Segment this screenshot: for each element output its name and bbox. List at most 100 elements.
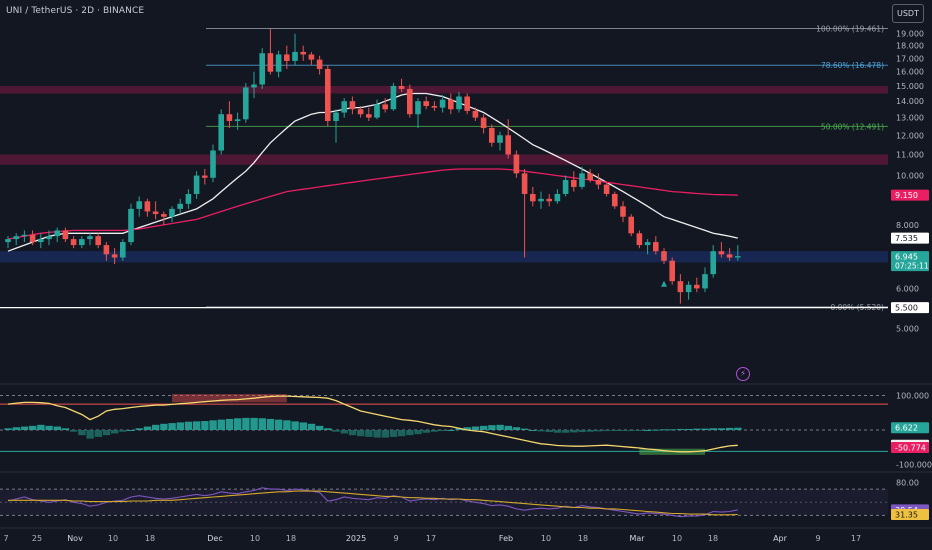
zone-band [0, 251, 888, 263]
price-label-box [891, 251, 929, 272]
candle-body [226, 114, 233, 122]
macd-price-label-box [891, 422, 929, 434]
macd-histogram-bar [480, 425, 488, 430]
macd-histogram-bar [37, 424, 45, 430]
macd-histogram-bar [627, 430, 635, 431]
macd-histogram-bar [447, 430, 455, 431]
candle-body [521, 173, 528, 194]
price-tick-label: 19.000 [896, 30, 924, 39]
candle-body [464, 96, 470, 111]
price-tick-label: 16.000 [896, 68, 924, 77]
macd-histogram-bar [586, 430, 594, 432]
macd-histogram-bar [693, 428, 701, 430]
macd-histogram-bar [119, 430, 127, 432]
macd-histogram-bar [709, 428, 717, 430]
rsi-line [7, 487, 738, 518]
macd-histogram-bar [78, 430, 86, 436]
rsi-tick-label: 80.00 [896, 479, 919, 488]
candle-body [448, 99, 454, 110]
macd-histogram-bar [193, 421, 201, 430]
macd-histogram-bar [381, 430, 389, 438]
candle-body [234, 119, 241, 122]
macd-histogram-bar [422, 430, 430, 433]
rsi-ma-line [8, 490, 738, 516]
time-tick-label: 17 [851, 534, 861, 543]
macd-histogram-bar [603, 430, 611, 432]
candle-body [554, 193, 561, 202]
price-label: 5.500 [895, 304, 918, 313]
rsi-price-label-box [891, 509, 929, 521]
candle-body [595, 180, 602, 185]
macd-histogram-bar [455, 428, 463, 430]
macd-histogram-bar [635, 430, 644, 431]
macd-histogram-bar [496, 424, 504, 430]
candle-body [456, 96, 462, 110]
candle-body [292, 51, 298, 61]
candle-body [46, 236, 52, 240]
macd-histogram-bar [201, 421, 209, 430]
price-label: 7.535 [895, 234, 918, 243]
candle-body [726, 254, 733, 258]
macd-histogram-bar [471, 426, 480, 430]
candle-body [407, 88, 413, 115]
candle-body [382, 104, 388, 110]
candle-body [579, 173, 585, 187]
macd-histogram-bar [184, 421, 193, 430]
countdown-label: 07:25:11 [895, 262, 929, 271]
candle-body [87, 236, 93, 240]
candle-body [472, 110, 479, 118]
candle-body [718, 251, 725, 255]
macd-histogram-bar [512, 427, 521, 430]
candle-body [38, 239, 44, 243]
macd-histogram-bar [111, 430, 119, 434]
candle-body [349, 101, 356, 110]
macd-histogram-bar [734, 427, 742, 430]
macd-histogram-bar [217, 419, 225, 430]
macd-histogram-bar [94, 430, 102, 437]
moving-average-long [7, 168, 738, 240]
macd-histogram-bar [578, 430, 586, 433]
macd-histogram-bar [283, 420, 291, 430]
candle-body [505, 135, 511, 155]
lightning-icon[interactable]: ⚡ [736, 367, 750, 381]
candle-body [128, 208, 134, 243]
price-tick-label: 5.000 [896, 325, 919, 334]
macd-signal-line [7, 395, 738, 453]
macd-histogram-bar [717, 428, 726, 430]
time-tick-label: Mar [629, 534, 645, 543]
macd-histogram-bar [701, 428, 709, 430]
candle-body [530, 193, 536, 202]
time-tick-label: 18 [708, 534, 718, 543]
macd-histogram-bar [225, 418, 234, 430]
time-tick-label: 10 [108, 534, 118, 543]
price-label-box [891, 302, 929, 314]
candle-body [480, 117, 487, 129]
price-tick-label: 15.000 [896, 82, 924, 91]
currency-button[interactable]: USDT [892, 4, 924, 23]
macd-histogram-bar [660, 429, 668, 431]
macd-histogram-bar [348, 430, 357, 436]
macd-histogram-bar [275, 419, 283, 430]
candle-body [357, 109, 364, 115]
macd-histogram-bar [365, 430, 373, 437]
macd-histogram-bar [644, 430, 652, 431]
candle-body [325, 68, 331, 122]
time-tick-label: 9 [393, 534, 398, 543]
macd-histogram-bar [439, 430, 447, 431]
macd-histogram-bar [152, 424, 160, 430]
candle-body [275, 54, 282, 72]
candle-body [603, 184, 610, 194]
candle-body [316, 59, 323, 69]
candle-body [120, 242, 126, 258]
price-label-box [891, 232, 929, 244]
macd-histogram-bar [726, 427, 734, 430]
candle-body [341, 101, 347, 113]
macd-histogram-bar [258, 418, 266, 430]
macd-histogram-bar [570, 430, 578, 433]
macd-histogram-bar [307, 423, 316, 430]
candle-body [95, 236, 101, 246]
candle-body [735, 256, 741, 258]
macd-price-label-box [891, 442, 929, 454]
time-tick-label: 18 [286, 534, 296, 543]
